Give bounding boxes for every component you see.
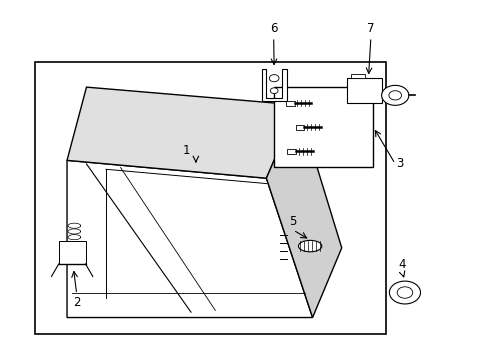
Text: 5: 5 bbox=[289, 215, 296, 228]
Bar bbox=[346, 78, 381, 103]
Circle shape bbox=[270, 88, 278, 94]
Circle shape bbox=[388, 91, 401, 100]
Bar bbox=[273, 87, 372, 167]
Text: 3: 3 bbox=[395, 157, 403, 170]
Bar bbox=[59, 241, 85, 264]
Polygon shape bbox=[261, 69, 286, 102]
Circle shape bbox=[388, 281, 420, 304]
Circle shape bbox=[381, 85, 408, 105]
Circle shape bbox=[269, 75, 279, 82]
Text: 7: 7 bbox=[366, 22, 374, 35]
Ellipse shape bbox=[298, 240, 321, 252]
Bar bbox=[285, 101, 294, 106]
Polygon shape bbox=[67, 160, 312, 318]
Bar bbox=[351, 74, 365, 78]
Polygon shape bbox=[67, 87, 297, 178]
Circle shape bbox=[396, 287, 412, 298]
Text: 1: 1 bbox=[182, 144, 189, 157]
Text: 6: 6 bbox=[269, 22, 277, 35]
Polygon shape bbox=[266, 105, 341, 318]
Text: 2: 2 bbox=[73, 296, 81, 309]
Text: 4: 4 bbox=[398, 258, 406, 271]
Bar bbox=[35, 62, 385, 334]
Bar bbox=[287, 149, 295, 154]
Bar bbox=[295, 125, 304, 130]
